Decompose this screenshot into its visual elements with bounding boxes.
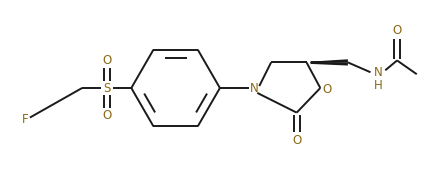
Text: O: O: [323, 84, 332, 96]
Text: N: N: [250, 81, 259, 95]
Text: O: O: [392, 24, 402, 37]
Text: N: N: [374, 66, 383, 79]
Text: F: F: [22, 113, 28, 126]
Text: O: O: [102, 109, 111, 122]
Text: O: O: [292, 134, 301, 147]
Text: O: O: [102, 54, 111, 67]
Text: H: H: [374, 79, 383, 92]
Text: S: S: [103, 81, 110, 95]
